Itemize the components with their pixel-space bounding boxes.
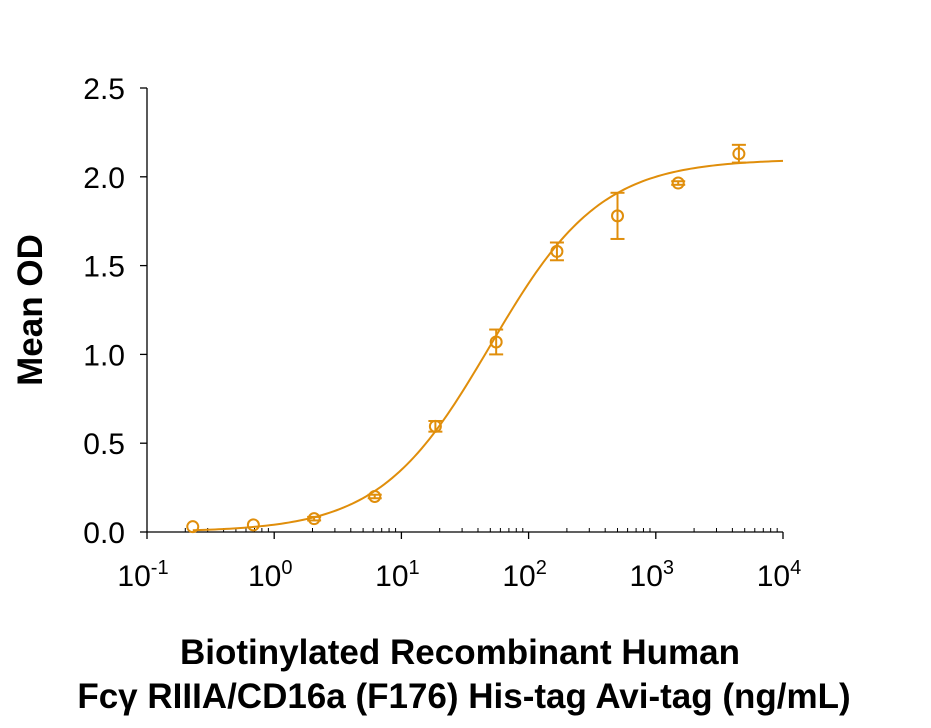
point-marker [246,518,260,532]
fit-curve [192,159,784,532]
data-point [186,520,200,534]
data-point [731,143,746,164]
data-point [428,419,443,433]
point-marker [368,489,382,503]
x-tick-label: 104 [757,557,802,593]
point-marker [489,335,503,349]
point-marker [186,520,200,534]
y-tick-label: 1.0 [83,339,125,372]
x-axis-ticks: 10-1 100 101 102 103 104 [117,528,801,593]
data-point [246,518,260,532]
data-point [549,241,564,262]
point-marker [307,512,321,526]
data-point [671,176,686,190]
x-tick-label: 102 [502,557,547,593]
x-tick-label: 101 [375,557,420,593]
y-axis-title: Mean OD [11,234,50,386]
y-tick-label: 2.5 [83,73,125,106]
axes [146,88,783,533]
y-axis-ticks: 0.0 0.5 1.0 1.5 2.0 2.5 [83,73,147,550]
data-point [489,328,504,356]
point-marker [611,209,625,223]
x-axis-title-line2: Fcγ RIIIA/CD16a (F176) His-tag Avi-tag (… [77,677,850,716]
data-point [307,512,322,526]
x-tick-label: 100 [248,557,293,593]
point-marker [671,176,685,190]
y-tick-label: 1.5 [83,251,125,284]
point-marker [550,244,564,258]
x-axis-title-line1: Biotinylated Recombinant Human [180,633,740,672]
data-point [367,489,382,503]
data-points [186,143,746,534]
point-marker [428,419,442,433]
y-tick-label: 0.5 [83,428,125,461]
x-tick-label: 10-1 [117,557,168,593]
x-tick-label: 103 [630,557,675,593]
y-tick-label: 2.0 [83,162,125,195]
data-point [610,191,625,240]
y-tick-label: 0.0 [83,517,125,550]
point-marker [732,147,746,161]
